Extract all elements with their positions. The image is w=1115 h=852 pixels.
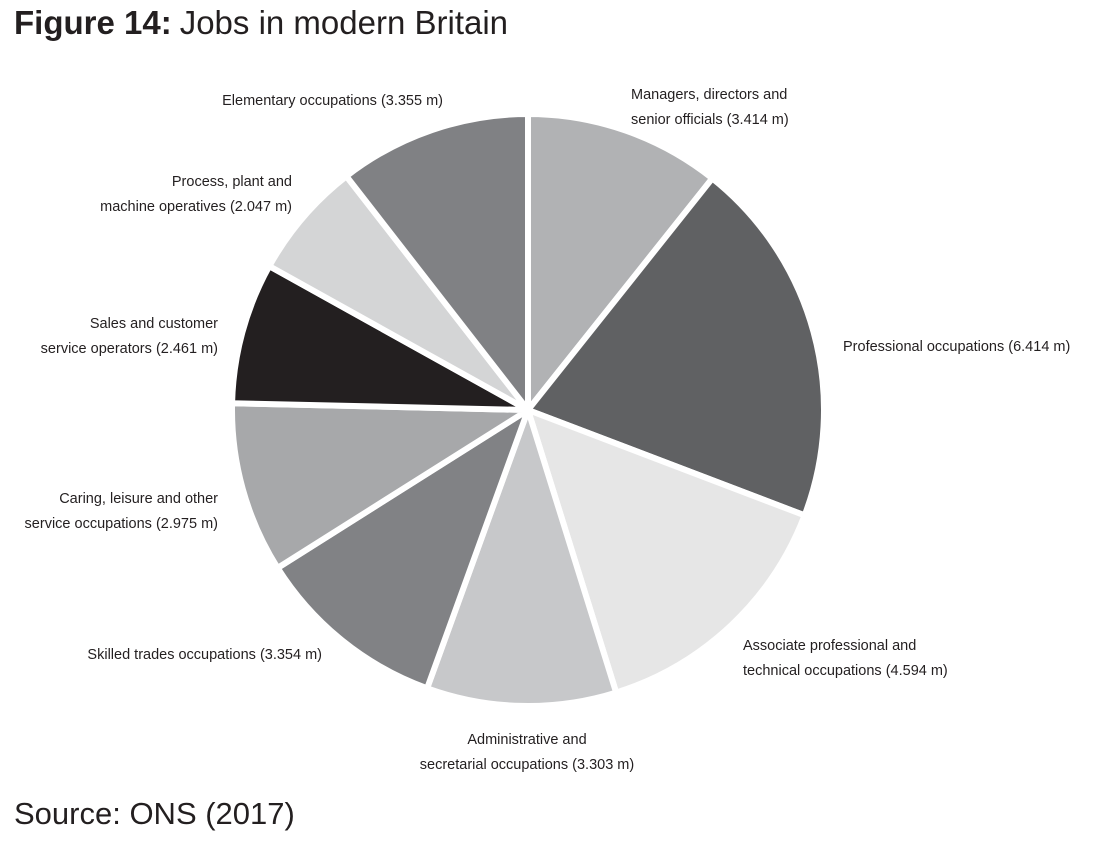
category-name: Associate professional and technical occ… [743,638,917,679]
pie-slice [525,111,716,413]
pie-slice [424,407,620,709]
slice-label: Caring, leisure and other service occupa… [25,487,218,537]
category-name: Managers, directors and senior officials [631,87,788,128]
category-name: Process, plant and machine operatives [100,174,292,215]
value-label: (3.355 m) [380,93,443,109]
slice-label: Sales and customer service operators (2.4… [41,312,218,362]
source-note: Source: ONS (2017) [14,796,295,831]
slice-label: Associate professional and technical occ… [743,634,948,684]
slice-label: Process, plant and machine operatives (2.… [100,170,292,220]
value-label: (3.354 m) [259,647,322,663]
value-label: (2.047 m) [229,199,292,215]
title-text: Jobs in modern Britain [179,4,509,41]
category-name: Caring, leisure and other service occupa… [24,491,218,532]
category-name: Sales and customer service operators [40,316,218,357]
category-name: Professional occupations [843,339,1005,355]
value-label: (6.414 m) [1008,339,1071,355]
slice-label: Elementary occupations (3.355 m) [222,89,443,114]
value-label: (4.594 m) [885,663,948,679]
slice-label: Professional occupations (6.414 m) [843,335,1070,360]
chart-title: Figure 14: Jobs in modern Britain [14,4,508,42]
pie-slice [525,175,827,519]
slice-label: Administrative and secretarial occupatio… [420,728,634,778]
value-label: (2.461 m) [155,341,218,357]
category-name: Skilled trades occupations [87,647,256,663]
figure-label: Figure 14: [14,4,172,41]
slice-label: Managers, directors and senior officials… [631,83,789,133]
value-label: (3.414 m) [726,112,789,128]
pie-slice [343,111,531,413]
pie-slice [274,407,531,692]
value-label: (2.975 m) [155,516,218,532]
category-name: Elementary occupations [222,93,377,109]
pie-slice [229,263,531,413]
slice-label: Skilled trades occupations (3.354 m) [87,643,322,668]
pie-slice [229,400,531,571]
category-name: Administrative and secretarial occupatio… [419,732,587,773]
value-label: (3.303 m) [572,757,635,773]
